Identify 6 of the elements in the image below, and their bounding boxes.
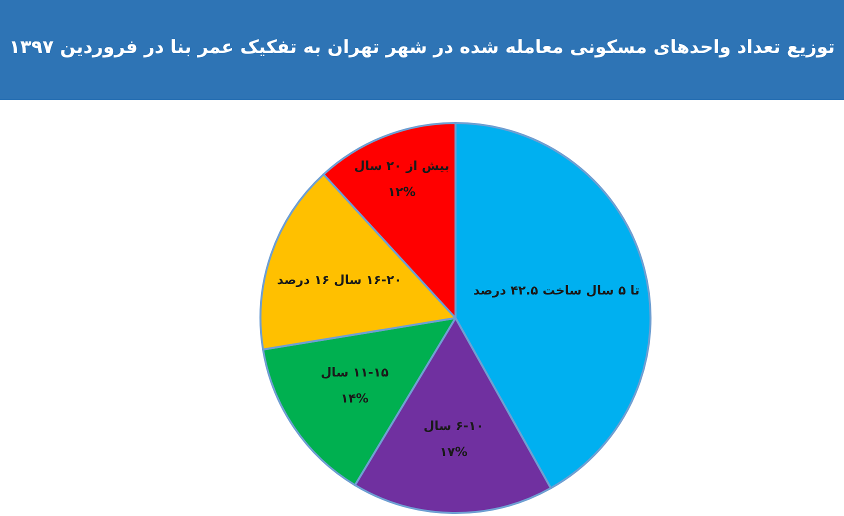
- chart-title: توزیع تعداد واحدهای مسکونی معامله شده در شهر تهران به تفکیک عمر بنا در فروردین ۱۳۹۷: [9, 36, 835, 58]
- slice-label: تا ۵ سال ساخت ۴۲.۵ درصد: [473, 283, 640, 300]
- slice-label: ۱۶-۲۰ سال ۱۶ درصد: [276, 272, 402, 288]
- slice-label: ۱۱-۱۵ سال ۱۴%: [320, 364, 389, 406]
- slice-label: ۶-۱۰ سال ۱۷%: [423, 418, 484, 460]
- slice-label: بیش از ۲۰ سال ۱۲%: [354, 158, 450, 200]
